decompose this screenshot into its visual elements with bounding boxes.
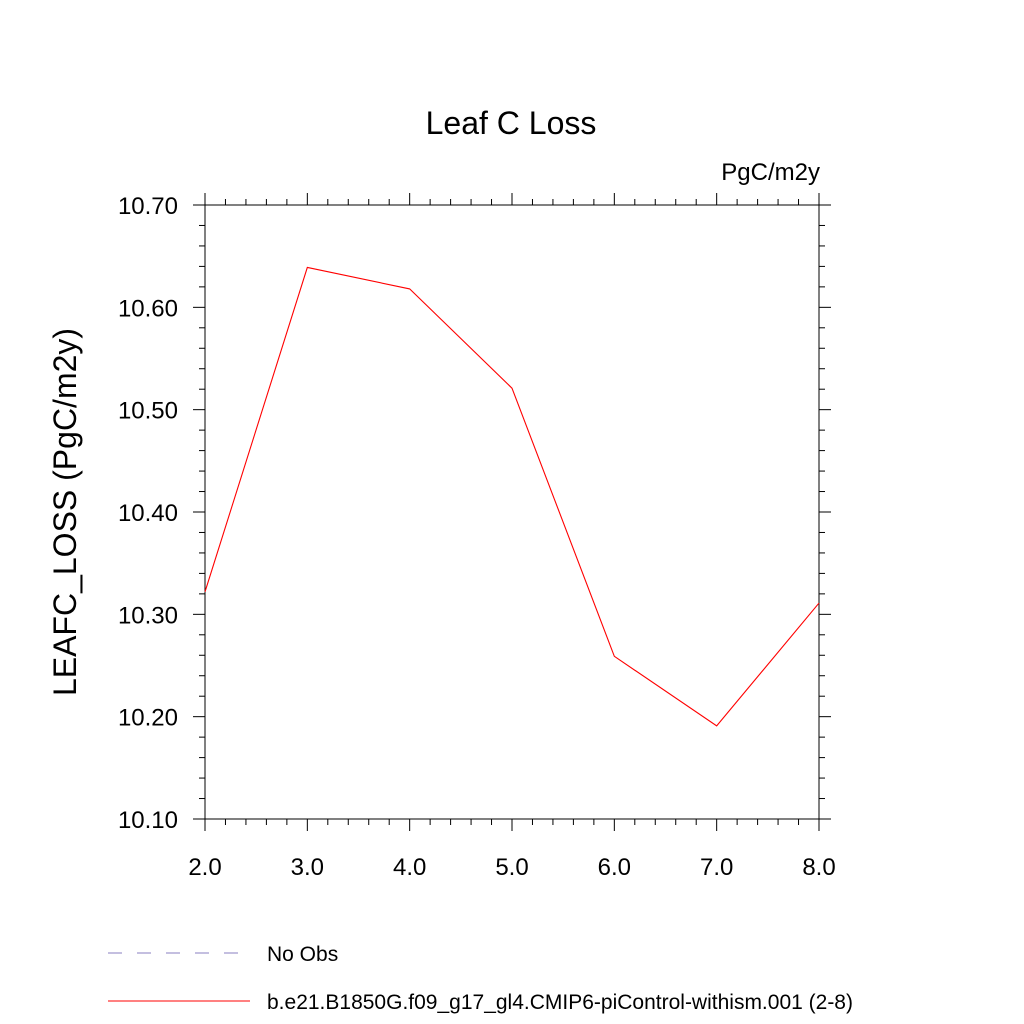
y-axis-label: LEAFC_LOSS (PgC/m2y) [47, 328, 83, 696]
units-label: PgC/m2y [721, 159, 820, 186]
x-tick-label: 5.0 [495, 854, 528, 881]
legend-label-no-obs: No Obs [267, 943, 338, 966]
series-group [204, 266, 820, 727]
plot-frame [204, 204, 820, 820]
series-line-0 [204, 266, 820, 727]
y-tick-label: 10.30 [118, 602, 178, 629]
x-tick-label: 6.0 [598, 854, 631, 881]
minor-ticks [199, 199, 825, 825]
legend: No Obs b.e21.B1850G.f09_g17_gl4.CMIP6-pi… [108, 943, 853, 1014]
y-tick-label: 10.40 [118, 500, 178, 527]
y-tick-label: 10.50 [118, 398, 178, 425]
y-tick-label: 10.60 [118, 295, 178, 322]
y-tick-label: 10.70 [118, 193, 178, 220]
x-tick-label: 2.0 [188, 854, 221, 881]
x-tick-label: 4.0 [393, 854, 426, 881]
y-tick-label: 10.20 [118, 705, 178, 732]
x-tick-labels: 2.0 3.0 4.0 5.0 6.0 7.0 8.0 [188, 854, 835, 881]
chart-title: Leaf C Loss [426, 105, 597, 141]
y-tick-label: 10.10 [118, 807, 178, 834]
y-tick-labels: 10.10 10.20 10.30 10.40 10.50 10.60 10.70 [118, 193, 178, 834]
major-ticks [193, 193, 831, 831]
x-tick-label: 3.0 [291, 854, 324, 881]
x-tick-label: 7.0 [700, 854, 733, 881]
x-tick-label: 8.0 [802, 854, 835, 881]
legend-label-series: b.e21.B1850G.f09_g17_gl4.CMIP6-piControl… [267, 991, 853, 1014]
